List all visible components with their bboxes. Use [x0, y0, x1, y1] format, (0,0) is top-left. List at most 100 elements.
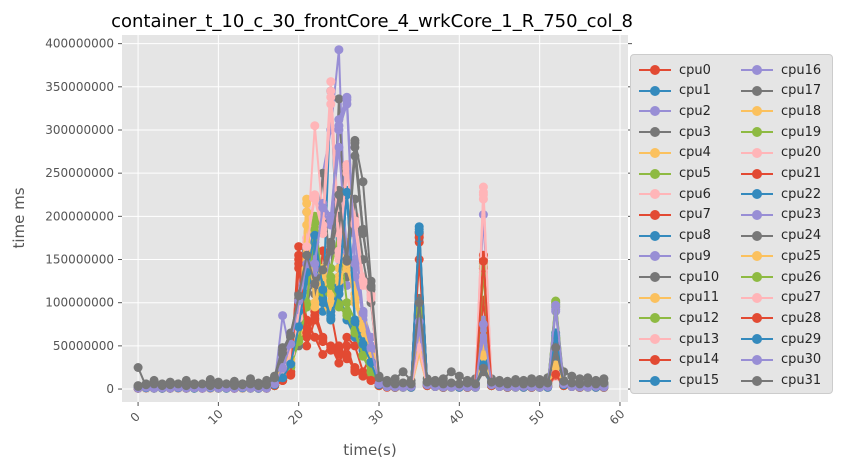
- legend-item-cpu16: cpu16: [741, 61, 821, 79]
- legend-item-cpu15: cpu15: [639, 372, 719, 390]
- data-point: [454, 379, 464, 389]
- data-point: [318, 203, 328, 213]
- data-point: [551, 343, 561, 353]
- legend-label: cpu22: [781, 186, 822, 202]
- data-point: [342, 332, 352, 342]
- data-point: [519, 379, 529, 389]
- data-point: [326, 298, 336, 308]
- data-point: [326, 313, 336, 323]
- data-point: [350, 138, 360, 148]
- data-point: [358, 350, 368, 360]
- data-point: [318, 350, 328, 359]
- data-point: [326, 239, 336, 249]
- legend-label: cpu27: [781, 290, 822, 306]
- data-point: [246, 379, 255, 389]
- data-point: [478, 351, 488, 361]
- legend-label: cpu13: [679, 331, 720, 347]
- data-point: [551, 300, 561, 310]
- legend-marker: [639, 188, 671, 200]
- legend-marker: [741, 271, 773, 283]
- legend-marker: [639, 147, 671, 159]
- legend-label: cpu19: [781, 124, 822, 140]
- data-point: [487, 377, 496, 387]
- data-point: [173, 379, 183, 389]
- legend-label: cpu21: [781, 166, 822, 181]
- data-point: [262, 380, 272, 390]
- legend-item-cpu7: cpu7: [639, 206, 711, 224]
- data-point: [334, 94, 344, 104]
- data-point: [334, 348, 344, 358]
- data-point: [310, 279, 320, 289]
- y-tick-label: 150000000: [45, 253, 114, 267]
- legend-item-cpu6: cpu6: [639, 185, 711, 203]
- data-point: [470, 379, 480, 389]
- data-point: [197, 379, 207, 389]
- data-point: [551, 369, 561, 379]
- data-point: [382, 378, 392, 388]
- data-point: [478, 256, 488, 266]
- series-cpu31: [133, 138, 609, 391]
- legend-item-cpu1: cpu1: [639, 82, 711, 100]
- chart-title: container_t_10_c_30_frontCore_4_wrkCore_…: [111, 11, 633, 32]
- legend-item-cpu29: cpu29: [741, 330, 821, 348]
- data-point: [478, 190, 488, 200]
- legend-item-cpu9: cpu9: [639, 247, 711, 265]
- legend-label: cpu25: [781, 248, 822, 264]
- legend-label: cpu5: [679, 166, 711, 181]
- data-point: [358, 279, 368, 289]
- legend-marker: [741, 292, 773, 304]
- legend-marker: [639, 333, 671, 345]
- data-point: [205, 381, 215, 391]
- data-point: [334, 299, 344, 309]
- data-point: [310, 230, 320, 240]
- data-point: [165, 380, 175, 390]
- legend-item-cpu23: cpu23: [741, 206, 821, 224]
- data-point: [342, 298, 352, 308]
- legend-label: cpu11: [679, 290, 720, 306]
- data-point: [286, 369, 296, 379]
- data-point: [254, 381, 263, 391]
- legend-item-cpu2: cpu2: [639, 102, 711, 120]
- data-point: [318, 285, 328, 295]
- legend-label: cpu4: [679, 145, 711, 161]
- data-point: [559, 376, 569, 386]
- x-axis-label: time(s): [343, 441, 396, 459]
- legend-marker: [639, 126, 671, 138]
- legend-marker: [639, 292, 671, 304]
- legend-marker: [741, 354, 773, 366]
- legend-label: cpu20: [781, 145, 822, 161]
- legend-label: cpu16: [781, 62, 822, 78]
- data-point: [294, 291, 304, 301]
- data-point: [133, 382, 143, 391]
- legend-item-cpu26: cpu26: [741, 268, 821, 286]
- data-point: [358, 227, 368, 237]
- legend-item-cpu8: cpu8: [639, 227, 711, 245]
- y-tick-label: 200000000: [45, 209, 114, 223]
- legend-item-cpu3: cpu3: [639, 123, 711, 141]
- data-point: [334, 45, 344, 55]
- data-point: [310, 259, 320, 269]
- data-point: [294, 259, 304, 269]
- legend-label: cpu28: [781, 310, 822, 326]
- data-point: [350, 259, 360, 269]
- data-point: [270, 373, 280, 383]
- data-point: [366, 375, 376, 385]
- data-point: [350, 218, 360, 228]
- data-point: [350, 293, 360, 303]
- data-point: [278, 363, 288, 373]
- data-point: [326, 216, 336, 226]
- legend-item-cpu12: cpu12: [639, 309, 719, 327]
- legend-item-cpu30: cpu30: [741, 351, 821, 369]
- x-tick-label: 30: [366, 407, 387, 428]
- data-point: [503, 379, 512, 389]
- y-tick-label: 300000000: [45, 123, 114, 137]
- legend-marker: [639, 375, 671, 387]
- data-point: [366, 343, 376, 353]
- data-point: [334, 358, 344, 368]
- data-point: [229, 381, 239, 391]
- legend-item-cpu21: cpu21: [741, 165, 821, 183]
- data-point: [141, 380, 151, 390]
- data-point: [133, 363, 143, 372]
- legend-item-cpu13: cpu13: [639, 330, 719, 348]
- data-point: [181, 381, 191, 391]
